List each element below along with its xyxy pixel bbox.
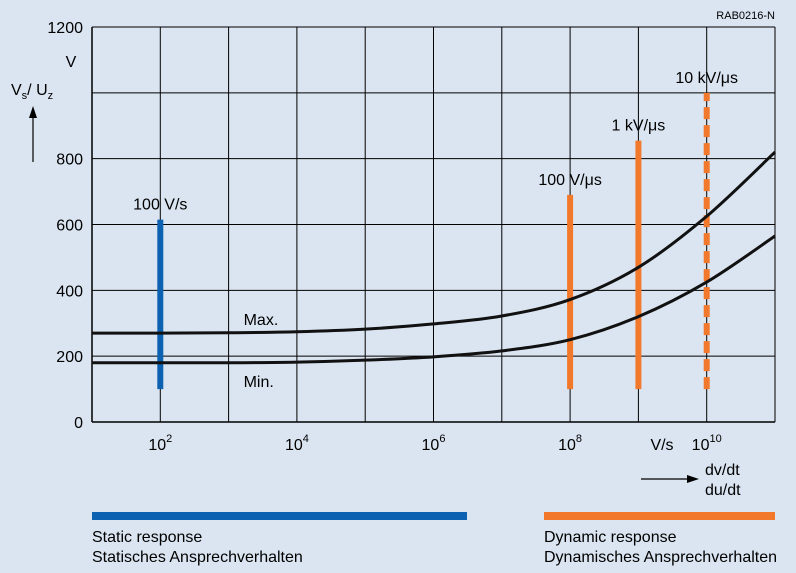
x-tick-label: 102 <box>148 433 172 454</box>
dynamic-response-label: Dynamic response <box>544 529 677 546</box>
dynamic-response-legend: Dynamic response Dynamisches Ansprechver… <box>544 512 778 568</box>
curves <box>91 150 777 365</box>
x-axis-label: dv/dt <box>705 462 740 479</box>
rate-marker-label: 10 kV/μs <box>675 70 738 87</box>
rate-marker-label: 1 kV/μs <box>612 118 666 135</box>
y-tick-label: 800 <box>56 152 83 169</box>
chart-svg: 100 V/s 100 V/μs 1 kV/μs 10 kV/μs Max. Min. 0 2… <box>11 10 777 499</box>
y-tick-label: 0 <box>74 415 83 432</box>
rate-markers <box>157 92 710 390</box>
dynamic-response-label-de: Dynamisches Ansprechverhalten <box>544 549 778 566</box>
curve-min <box>92 234 776 365</box>
x-unit-label: V/s <box>650 437 673 454</box>
y-tick-label: 200 <box>56 349 83 366</box>
y-tick-label: 1200 <box>47 20 83 37</box>
x-tick-label: 104 <box>285 433 309 454</box>
y-tick-label: 400 <box>56 283 83 300</box>
y-axis-arrowhead <box>29 106 37 118</box>
figure-code: RAB0216-N <box>716 10 775 22</box>
x-axis-arrowhead <box>687 475 699 483</box>
rate-marker-label: 100 V/s <box>133 197 187 214</box>
curve-max <box>91 150 777 335</box>
static-response-bar <box>92 512 467 520</box>
static-response-label-de: Statisches Ansprechverhalten <box>92 549 303 566</box>
series-label: Min. <box>244 374 274 391</box>
x-tick-label: 1010 <box>692 433 722 454</box>
y-tick-label: 600 <box>56 218 83 235</box>
labels: 100 V/s 100 V/μs 1 kV/μs 10 kV/μs Max. Min. 0 2… <box>11 10 775 499</box>
y-unit-label: V <box>66 54 77 71</box>
rate-marker-label: 100 V/μs <box>538 172 601 189</box>
static-response-label: Static response <box>92 529 203 546</box>
x-tick-label: 108 <box>558 433 582 454</box>
series-label: Max. <box>244 312 279 329</box>
dynamic-response-bar <box>544 512 775 520</box>
x-tick-label: 106 <box>422 433 446 454</box>
x-axis-label-alt: du/dt <box>705 482 741 499</box>
static-response-legend: Static response Statisches Ansprechverha… <box>92 512 467 568</box>
y-axis-label: Vs/ Uz <box>11 82 53 102</box>
